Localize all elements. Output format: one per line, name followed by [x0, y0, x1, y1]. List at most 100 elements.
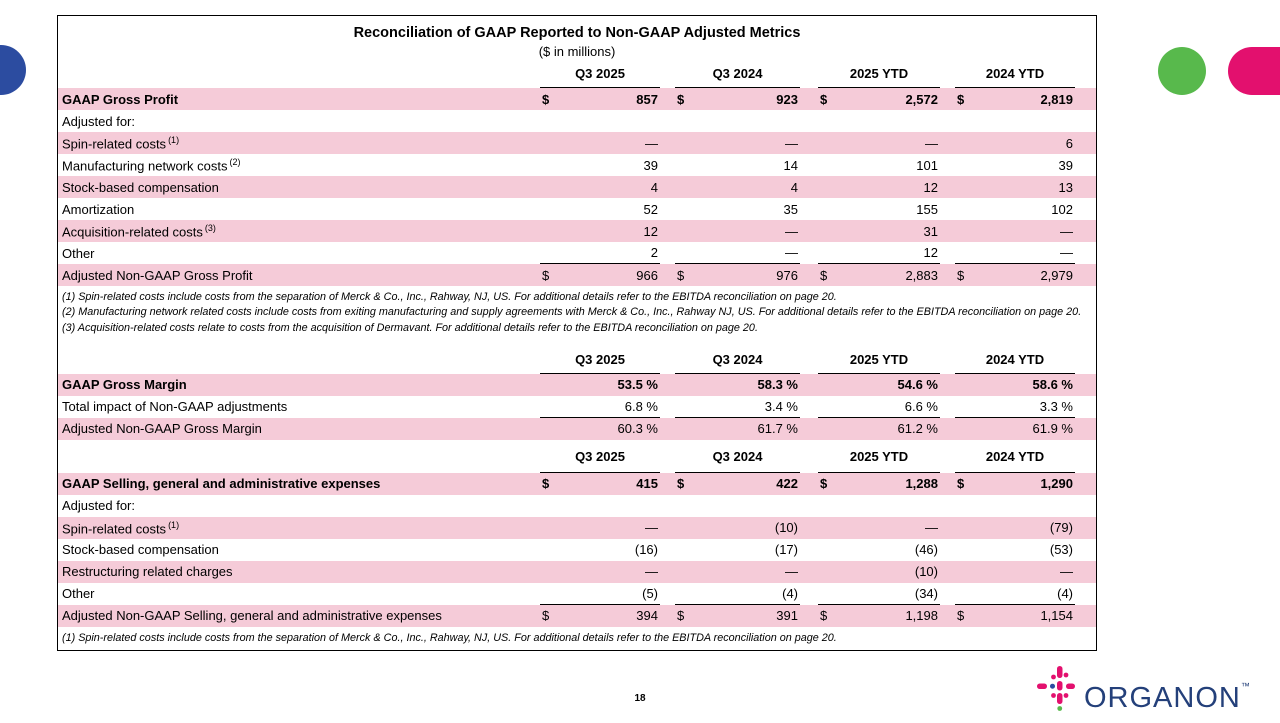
- column-header: 2025 YTD: [818, 61, 940, 88]
- footnote-2: (2) Manufacturing network related costs …: [62, 306, 1082, 319]
- value-cell: —: [540, 132, 660, 154]
- value-cell: $422: [675, 473, 800, 495]
- value-cell: 4: [675, 176, 800, 198]
- row-label: GAAP Gross Profit: [62, 91, 179, 107]
- cell-value: 976: [776, 267, 798, 283]
- cell-value: 14: [783, 157, 798, 173]
- value-cell: 53.5 %: [540, 374, 660, 396]
- cell-value: (79): [1049, 520, 1073, 536]
- value-cell: $394: [540, 605, 660, 627]
- dollar-sign: $: [677, 608, 685, 624]
- cell-value: 61.7 %: [757, 421, 798, 437]
- value-cell: (46): [818, 539, 940, 561]
- column-header: 2024 YTD: [955, 61, 1075, 88]
- cell-value: 31: [923, 223, 938, 239]
- value-cell: $2,819: [955, 88, 1075, 110]
- row-label: Manufacturing network costs (2): [62, 156, 241, 174]
- row-label: Adjusted Non-GAAP Gross Margin: [62, 421, 262, 437]
- cell-value: 2,979: [1040, 267, 1073, 283]
- value-cell: 12: [540, 220, 660, 242]
- cell-value: 857: [636, 91, 658, 107]
- value-cell: $1,290: [955, 473, 1075, 495]
- cell-value: 3.3 %: [1039, 398, 1073, 414]
- value-cell: $1,154: [955, 605, 1075, 627]
- cell-value: —: [1060, 245, 1073, 260]
- value-cell: $976: [675, 264, 800, 286]
- cell-value: (53): [1049, 542, 1073, 558]
- magenta-pill-decoration: [1228, 47, 1280, 95]
- cell-value: 1,154: [1040, 608, 1073, 624]
- green-circle-decoration: [1158, 47, 1206, 95]
- cell-value: 1,288: [905, 476, 938, 492]
- dollar-sign: $: [820, 476, 828, 492]
- column-header: 2025 YTD: [818, 442, 940, 473]
- dollar-sign: $: [677, 476, 685, 492]
- value-cell: [955, 110, 1075, 132]
- cell-value: (4): [1057, 585, 1073, 601]
- table-row: Adjusted for:: [58, 110, 1096, 132]
- table-row: Other (5) (4) (34) (4): [58, 583, 1096, 605]
- value-cell: —: [955, 242, 1075, 264]
- table-row: Total impact of Non-GAAP adjustments 6.8 …: [58, 396, 1096, 418]
- cell-value: (46): [914, 542, 938, 558]
- value-cell: 6: [955, 132, 1075, 154]
- value-cell: (4): [955, 583, 1075, 605]
- cell-value: —: [785, 564, 798, 580]
- value-cell: 58.3 %: [675, 374, 800, 396]
- dollar-sign: $: [957, 608, 965, 624]
- value-cell: [818, 110, 940, 132]
- cell-value: —: [925, 520, 938, 536]
- table-row: GAAP Gross Profit $857 $923 $2,572 $2,819: [58, 88, 1096, 110]
- cell-value: 155: [916, 201, 938, 217]
- cell-value: 422: [776, 476, 798, 492]
- value-cell: 102: [955, 198, 1075, 220]
- table-row: Stock-based compensation 4 4 12 13: [58, 176, 1096, 198]
- table-header-row: Q3 2025 Q3 2024 2025 YTD 2024 YTD: [58, 347, 1096, 374]
- value-cell: —: [955, 220, 1075, 242]
- table-row: Adjusted Non-GAAP Selling, general and a…: [58, 604, 1096, 627]
- column-header: 2025 YTD: [818, 347, 940, 374]
- value-cell: $2,979: [955, 264, 1075, 286]
- value-cell: (5): [540, 583, 660, 605]
- cell-value: 61.2 %: [897, 421, 938, 437]
- row-label: Stock-based compensation: [62, 179, 219, 195]
- value-cell: $966: [540, 264, 660, 286]
- cell-value: —: [645, 520, 658, 536]
- table-row: Adjusted Non-GAAP Gross Profit $966 $976 $2…: [58, 264, 1096, 286]
- value-cell: [818, 495, 940, 517]
- dollar-sign: $: [957, 476, 965, 492]
- cell-value: 52: [643, 201, 658, 217]
- cell-value: (4): [782, 585, 798, 601]
- value-cell: —: [955, 561, 1075, 583]
- table-header-row: Q3 2025 Q3 2024 2025 YTD 2024 YTD: [58, 442, 1096, 473]
- cell-value: 39: [1058, 157, 1073, 173]
- organon-wordmark: ORGANON™: [1084, 681, 1250, 714]
- value-cell: 31: [818, 220, 940, 242]
- value-cell: $1,288: [818, 473, 940, 495]
- value-cell: 155: [818, 198, 940, 220]
- table-row: GAAP Selling, general and administrative…: [58, 472, 1096, 495]
- cell-value: 4: [790, 179, 798, 195]
- value-cell: 39: [955, 154, 1075, 176]
- value-cell: [540, 110, 660, 132]
- sga-footnotes: (1) Spin-related costs include costs fro…: [58, 627, 1096, 649]
- value-cell: [540, 495, 660, 517]
- table-row: Manufacturing network costs (2) 39 14 101 39: [58, 154, 1096, 176]
- table-row: Stock-based compensation (16) (17) (46) (53): [58, 539, 1096, 561]
- cell-value: (17): [774, 542, 798, 558]
- cell-value: (34): [914, 585, 938, 601]
- cell-value: 2: [650, 245, 658, 260]
- row-label: GAAP Gross Margin: [62, 377, 187, 393]
- footnote-ref: (1): [168, 519, 180, 530]
- value-cell: 14: [675, 154, 800, 176]
- cell-value: —: [1060, 223, 1073, 239]
- organon-logo: ORGANON™: [1036, 661, 1250, 723]
- value-cell: (34): [818, 583, 940, 605]
- value-cell: (4): [675, 583, 800, 605]
- value-cell: [675, 495, 800, 517]
- cell-value: 923: [776, 91, 798, 107]
- cell-value: 6.8 %: [624, 398, 658, 414]
- value-cell: —: [818, 132, 940, 154]
- dollar-sign: $: [677, 267, 685, 283]
- blue-half-circle-decoration: [0, 45, 26, 95]
